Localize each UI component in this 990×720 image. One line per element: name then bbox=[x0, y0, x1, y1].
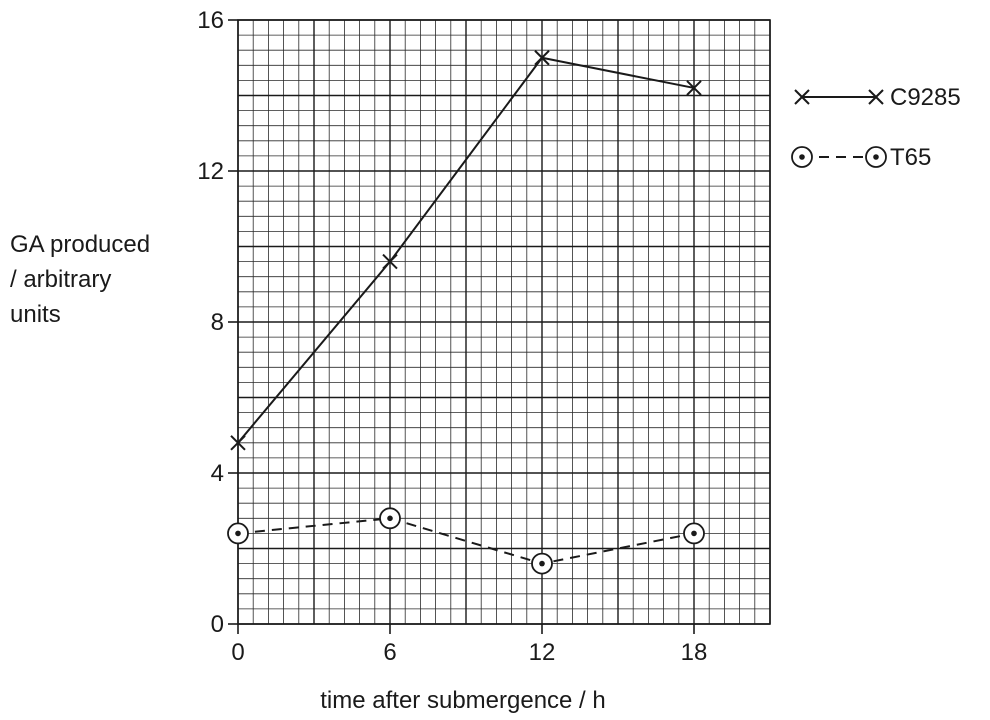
data-point-t65 bbox=[227, 522, 249, 545]
data-point-c9285 bbox=[382, 253, 398, 270]
series-line-c9285 bbox=[237, 56, 695, 444]
cross-stroke bbox=[868, 89, 884, 105]
x-axis-label: time after submergence / h bbox=[320, 687, 605, 714]
data-point-c9285 bbox=[230, 435, 246, 451]
legend-marker bbox=[868, 89, 884, 105]
legend-marker bbox=[791, 146, 813, 168]
legend-label: T65 bbox=[890, 144, 931, 171]
major-gridlines bbox=[237, 19, 771, 625]
legend-item-c9285: C9285 bbox=[794, 84, 961, 111]
y-tick-label: 8 bbox=[211, 309, 224, 336]
data-point-t65 bbox=[683, 522, 705, 545]
cross-stroke bbox=[794, 89, 810, 105]
y-tick-label: 0 bbox=[211, 611, 224, 638]
legend: C9285 T65 bbox=[791, 84, 961, 171]
y-axis-ticks: 0 4 8 12 16 bbox=[197, 7, 238, 638]
cross-stroke bbox=[230, 435, 246, 451]
data-point-c9285 bbox=[686, 80, 702, 96]
cross-stroke bbox=[382, 253, 398, 270]
legend-item-t65: T65 bbox=[791, 144, 931, 171]
legend-marker bbox=[794, 89, 810, 105]
series-layer bbox=[227, 50, 705, 575]
series-line-t65 bbox=[237, 517, 695, 565]
y-axis-label-line-3: units bbox=[10, 301, 61, 328]
marker-dot bbox=[799, 154, 805, 160]
legend-marker bbox=[865, 146, 887, 168]
x-tick-label: 18 bbox=[681, 639, 708, 666]
y-tick-label: 12 bbox=[197, 158, 224, 185]
marker-dot bbox=[539, 560, 545, 567]
marker-dot bbox=[235, 530, 241, 537]
marker-dot bbox=[873, 154, 879, 160]
y-tick-label: 4 bbox=[211, 460, 224, 487]
x-axis-ticks: 0 6 12 18 bbox=[231, 624, 707, 666]
legend-label: C9285 bbox=[890, 84, 961, 111]
data-point-c9285 bbox=[534, 50, 550, 66]
x-tick-label: 12 bbox=[529, 639, 556, 666]
cross-stroke bbox=[686, 80, 702, 96]
marker-dot bbox=[387, 515, 393, 522]
y-axis-label-line-1: GA produced bbox=[10, 231, 150, 258]
x-tick-label: 0 bbox=[231, 639, 244, 666]
cross-stroke bbox=[534, 50, 550, 66]
y-tick-label: 16 bbox=[197, 7, 224, 34]
y-axis-label-line-2: / arbitrary bbox=[10, 266, 111, 293]
marker-dot bbox=[691, 530, 697, 537]
x-tick-label: 6 bbox=[383, 639, 396, 666]
data-point-t65 bbox=[531, 552, 553, 575]
data-point-t65 bbox=[379, 507, 401, 530]
